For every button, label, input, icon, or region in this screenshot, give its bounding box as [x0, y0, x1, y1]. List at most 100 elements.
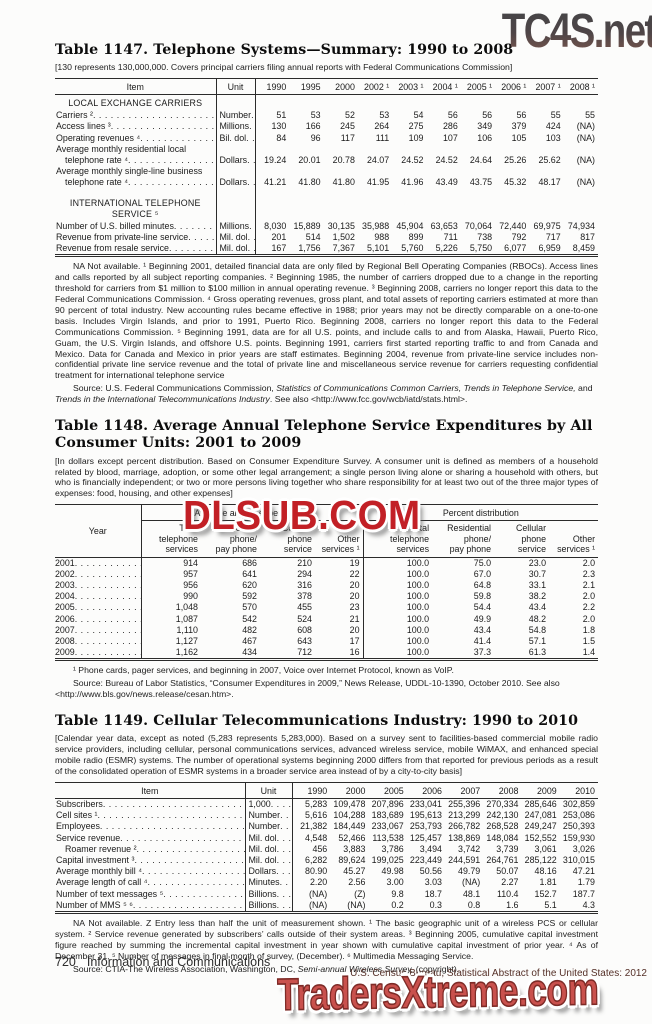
value-cell: 378 [297, 591, 312, 602]
value-cell: 74,934 [567, 220, 595, 231]
leader-dots [280, 821, 291, 832]
subheader-line: service [517, 544, 547, 555]
subheader-line: service [283, 544, 312, 555]
cell-label: Roamer revenue ² [65, 843, 137, 854]
column-subheader: Cellular phone service [494, 520, 550, 558]
value-cell: 41.80 [332, 177, 355, 188]
value-cell: 24.52 [435, 155, 458, 166]
value-cell: (NA) [462, 877, 481, 888]
value-cell: 19 [315, 557, 364, 569]
value-cell [358, 189, 392, 221]
table-1148-source: Source: Bureau of Labor Statistics, “Con… [55, 678, 560, 700]
value-cell: 67.0 [473, 568, 492, 579]
item-cell: Average length of call ⁴ [55, 877, 246, 889]
value-cell: 107 [442, 132, 458, 143]
unit-cell: Millions [216, 220, 256, 232]
cell-label: Service revenue [56, 832, 121, 843]
dotted-leader-line: Number of MMS ⁵ ⁶ [56, 900, 245, 911]
value-cell: 2.27 [501, 877, 519, 888]
value-cell: 100.0 [406, 635, 430, 646]
value-cell: 641 [242, 568, 257, 579]
subheader-line: services [396, 544, 430, 555]
table-1147-title: Table 1147. Telephone Systems—Summary: 1… [55, 42, 514, 58]
value-cell: 1,502 [332, 231, 355, 242]
dotted-leader-line: Cell sites ¹ [56, 810, 245, 821]
value-cell: 20.78 [332, 155, 355, 166]
dotted-leader-line: Dollars [220, 177, 255, 188]
value-cell: 4.3 [582, 899, 595, 910]
item-cell: Cell sites ¹ [55, 810, 246, 822]
value-cell: 130 [271, 121, 287, 132]
dotted-leader-line: 2003 [55, 580, 141, 591]
value-cell: 70,064 [464, 220, 493, 231]
table-row: Average length of call ⁴ Minutes 2.20 2.56 3… [55, 877, 598, 889]
cell-label: Number [248, 821, 281, 832]
group-header-expenditures: Average annual expenditures [141, 504, 364, 522]
table-row: Average monthly bill ⁴ Dollars 80.90 45.27 4… [55, 866, 598, 878]
column-header-year: 2002 ¹ [357, 78, 393, 96]
item-cell: Roamer revenue ² [55, 843, 246, 855]
value-cell: 100.0 [406, 624, 430, 635]
unit-cell: Dollars [245, 866, 293, 878]
dotted-leader-line: 2008 [55, 636, 141, 647]
leader-dots [75, 558, 141, 569]
table-row: Access lines ³ Millions 130 166 245 264 275 286… [55, 121, 598, 133]
value-cell: 5,226 [435, 243, 458, 254]
value-cell: 245 [340, 121, 355, 132]
unit-cell: Bil. dol [216, 132, 256, 144]
table-1147-note: [130 represents 130,000,000. Covers prin… [55, 62, 513, 73]
value-cell: 56 [482, 110, 493, 121]
value-cell: 542 [242, 613, 257, 624]
dotted-leader-line: Capital investment ³ [56, 855, 245, 866]
table-1149-footnote: NA Not available. Z Entry less than half… [55, 918, 598, 961]
table-1149-source: Source: CTIA-The Wireless Association, W… [73, 963, 460, 974]
table-1148-section: Table 1148. Average Annual Telephone Ser… [55, 418, 599, 700]
cell-label: Mil. dol [248, 832, 277, 843]
value-cell: 6,077 [504, 243, 527, 254]
value-cell: 2.3 [582, 568, 596, 579]
leader-dots [75, 591, 141, 602]
table-1147-footnote: NA Not available. ¹ Beginning 2001, deta… [55, 261, 598, 381]
column-header-year: 2008 ¹ [563, 78, 598, 96]
value-cell: 213,299 [448, 810, 481, 821]
item-label-line: Average monthly single-line business [56, 166, 203, 177]
leader-dots [111, 121, 216, 132]
table-1147-footnotes: NA Not available. ¹ Beginning 2001, deta… [55, 261, 598, 405]
value-cell: 113,538 [372, 832, 404, 843]
leader-dots [134, 855, 244, 866]
dotted-leader-line: Access lines ³ [56, 121, 216, 132]
value-cell [324, 95, 358, 111]
value-cell: 8,459 [572, 243, 595, 254]
cell-label: Operating revenues ⁴ [56, 132, 141, 143]
value-cell: 152,552 [524, 832, 557, 843]
item-cell: Average monthly bill ⁴ [55, 866, 246, 878]
cell-label: Billions [248, 888, 277, 899]
value-cell: 100.0 [406, 568, 430, 579]
value-cell: 247,081 [524, 810, 557, 821]
cell-label: Number of MMS ⁵ ⁶ [56, 899, 133, 910]
value-cell: 294 [297, 568, 312, 579]
value-cell: 1,127 [175, 635, 198, 646]
value-cell: 310,015 [562, 855, 595, 865]
cell-label: Average length of call ⁴ [56, 877, 148, 888]
value-cell: 80.90 [305, 866, 328, 877]
dotted-leader-line: Number [220, 110, 255, 121]
leader-dots [93, 110, 216, 121]
section-row: LOCAL EXCHANGE CARRIERS [55, 94, 598, 111]
leader-dots [163, 889, 244, 900]
column-header-year: 2004 ¹ [426, 78, 461, 96]
item-cell: Revenue from resale service [55, 243, 217, 256]
leader-dots [75, 636, 141, 647]
value-cell: 524 [297, 613, 312, 624]
unit-cell: Minutes [245, 877, 293, 889]
cell-label: Mil. dol [219, 243, 248, 254]
value-cell: 54.8 [528, 624, 547, 635]
cell-label: Number of text messages ⁵ [56, 888, 164, 899]
value-cell: 30.7 [528, 568, 547, 579]
table-row: Carriers ² Number 51 53 52 53 54 56 56 56 55 55 [55, 110, 598, 122]
value-cell: 643 [297, 635, 312, 646]
subheader-line: telephone [159, 533, 198, 544]
table-row: Cell sites ¹ Number 5,616 104,288 183,689 195… [55, 810, 598, 822]
